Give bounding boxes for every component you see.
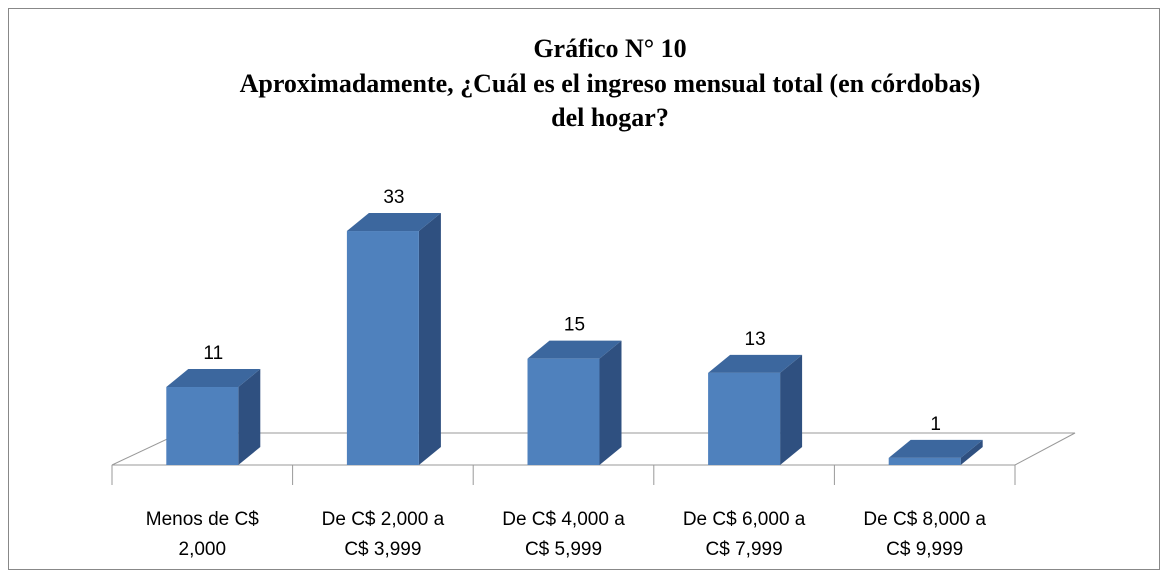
chart-title: Aproximadamente, ¿Cuál es el ingreso men… bbox=[240, 69, 981, 98]
chart-title: del hogar? bbox=[551, 103, 669, 132]
x-tick-label: De C$ 8,000 a C$ 9,999 bbox=[863, 509, 986, 560]
bar-top bbox=[527, 340, 622, 359]
bar-front bbox=[708, 372, 781, 465]
bar-side bbox=[780, 354, 803, 465]
bar bbox=[708, 354, 803, 465]
data-label: 13 bbox=[745, 329, 766, 350]
bar-top bbox=[888, 439, 983, 458]
bar-side bbox=[960, 439, 983, 465]
data-label: 33 bbox=[383, 187, 404, 208]
bar-top bbox=[346, 213, 441, 232]
bar bbox=[888, 439, 983, 465]
x-tick-label: De C$ 4,000 a C$ 5,999 bbox=[502, 509, 625, 560]
bar-front bbox=[888, 457, 961, 465]
chart-border bbox=[8, 8, 1160, 570]
bar-front bbox=[166, 387, 239, 465]
data-label: 11 bbox=[203, 343, 223, 364]
bar bbox=[527, 340, 622, 465]
bar-side bbox=[238, 369, 261, 465]
bar-side bbox=[599, 340, 622, 465]
bar bbox=[166, 369, 261, 465]
data-label: 1 bbox=[930, 414, 941, 435]
data-label: 15 bbox=[564, 315, 585, 336]
x-tick-label: De C$ 2,000 a C$ 3,999 bbox=[322, 509, 445, 560]
chart-title: Gráfico N° 10 bbox=[533, 34, 686, 63]
bar bbox=[346, 213, 441, 465]
x-tick-label: Menos de C$ 2,000 bbox=[146, 509, 259, 560]
bar-top bbox=[708, 354, 803, 373]
bar-front bbox=[527, 358, 600, 465]
bar-side bbox=[418, 213, 441, 465]
x-tick-label: De C$ 6,000 a C$ 7,999 bbox=[683, 509, 806, 560]
bar-front bbox=[346, 231, 419, 465]
bar-top bbox=[166, 369, 261, 388]
